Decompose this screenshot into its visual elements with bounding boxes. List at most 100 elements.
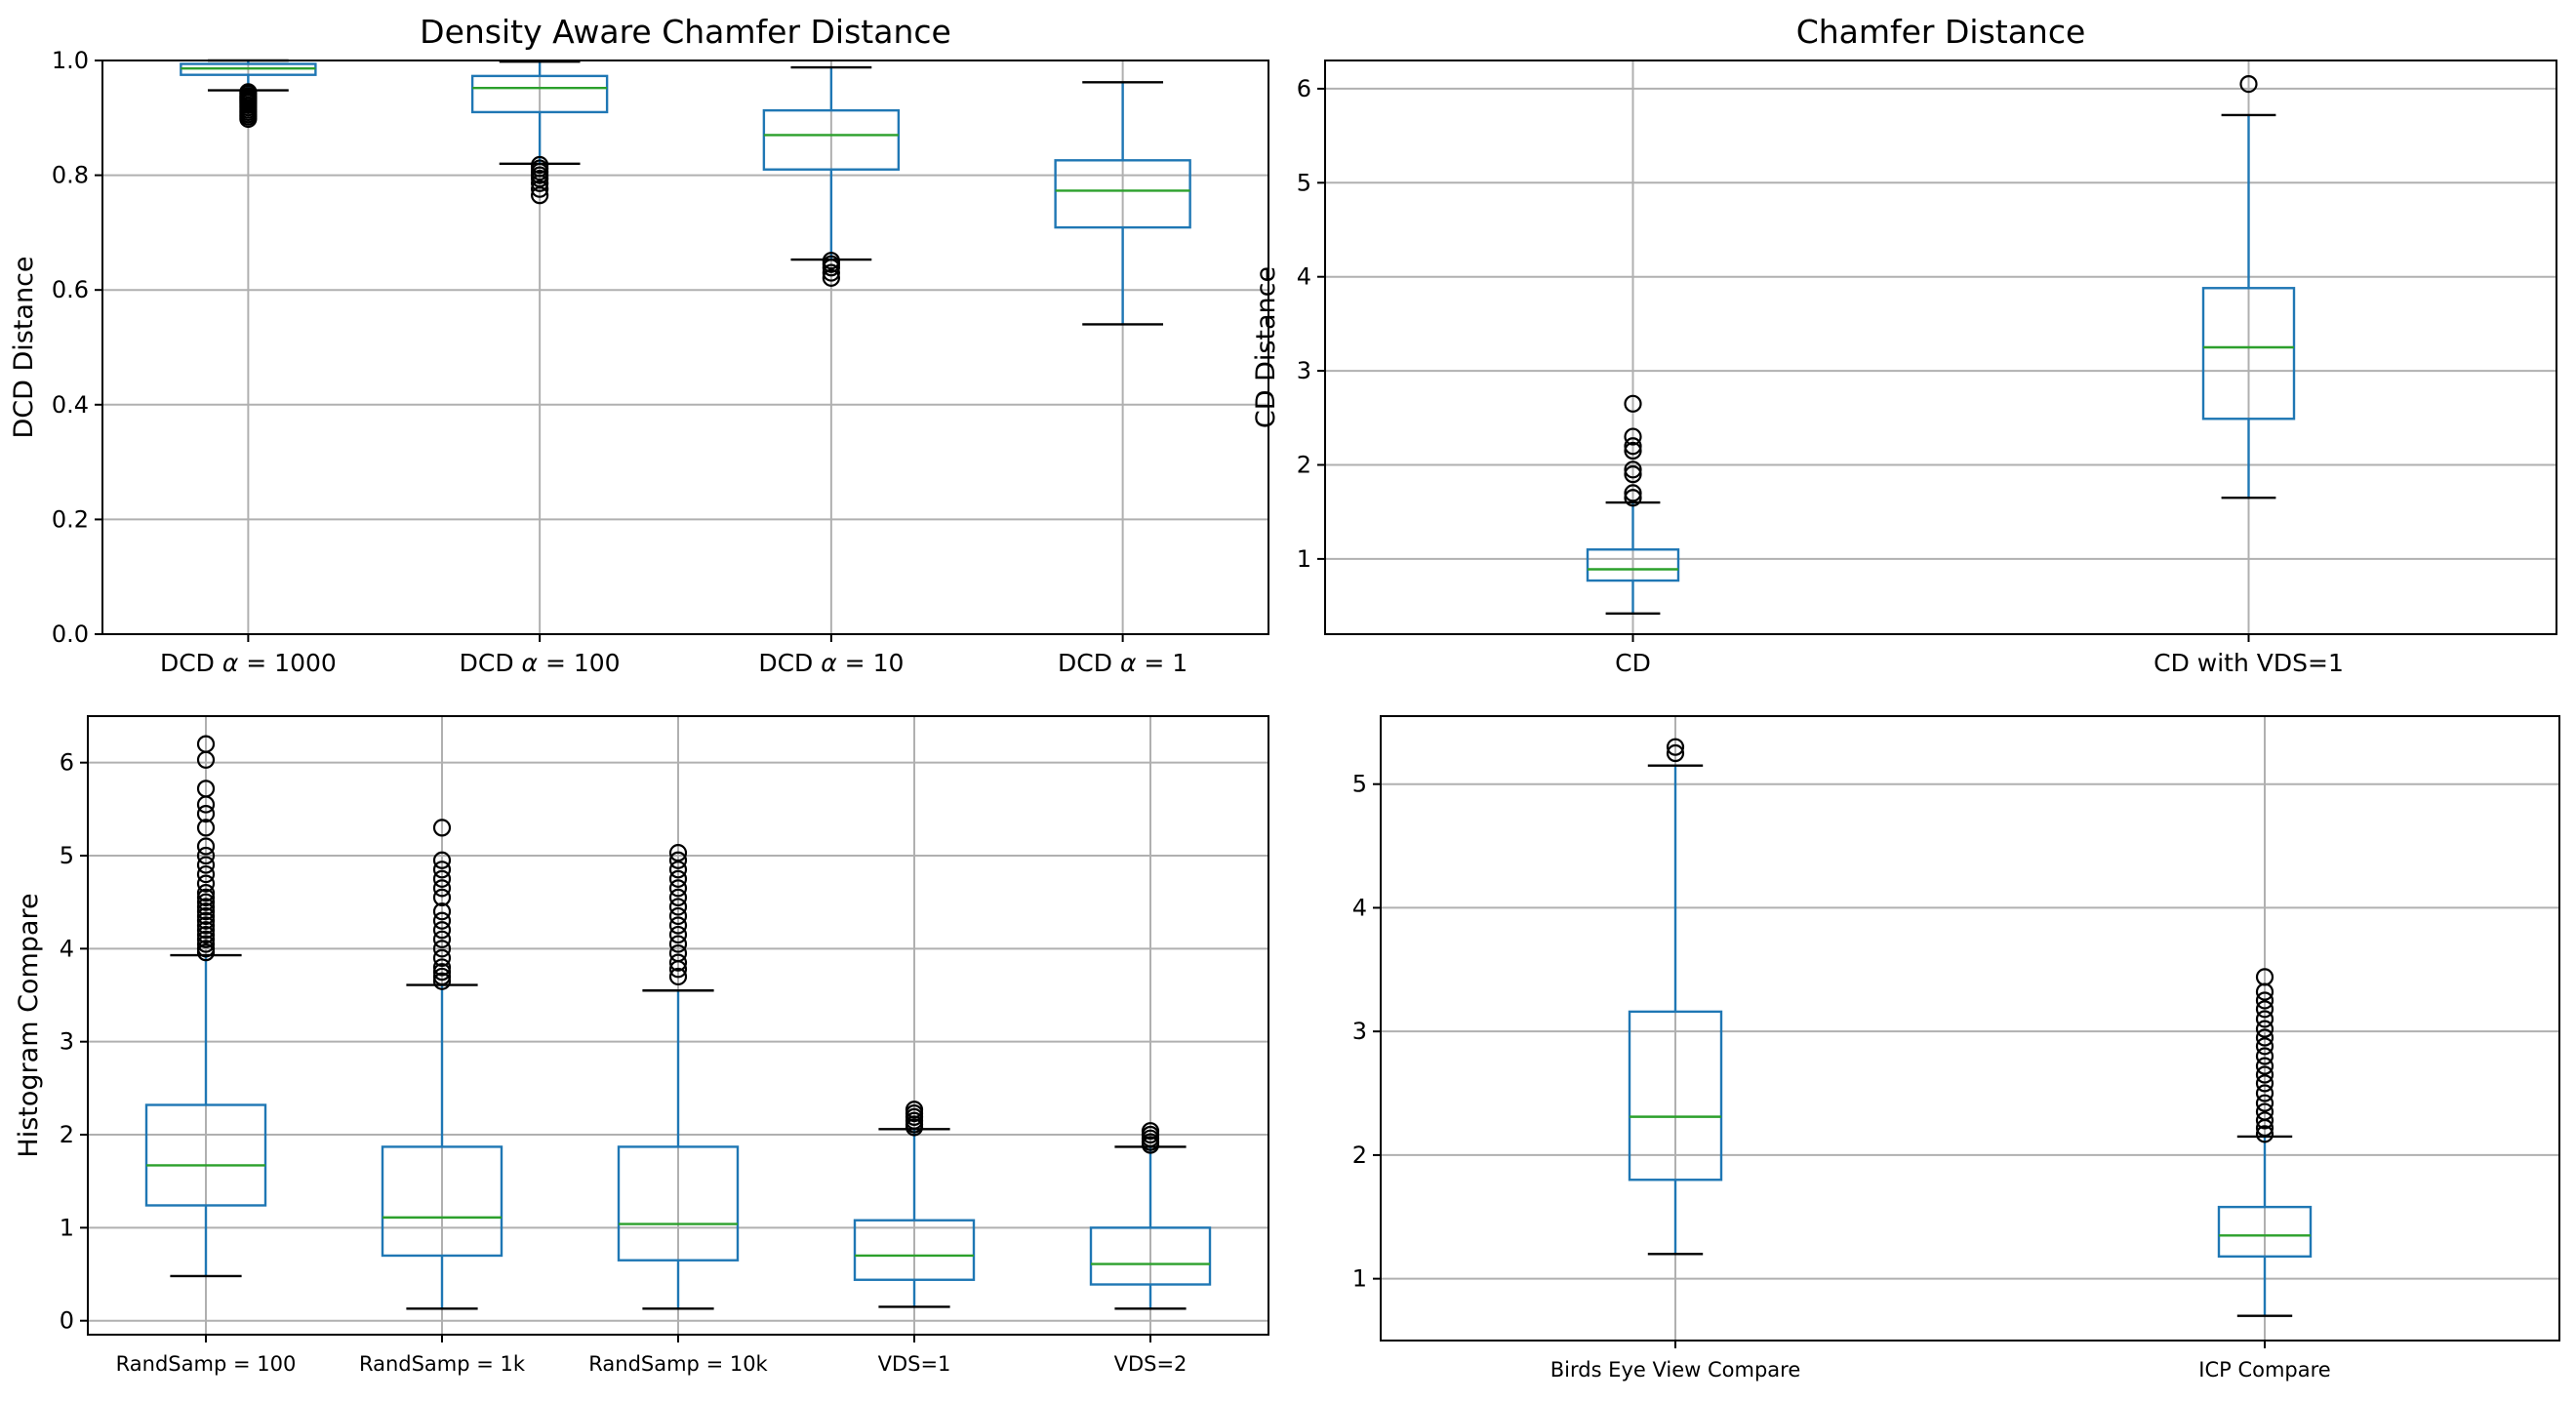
- x-tick-label: DCD α = 1: [1058, 649, 1187, 677]
- outlier-point: [668, 888, 688, 907]
- outlier-point: [668, 898, 688, 916]
- subplot-2: 1 2 3 4 5 6 CD CD with VDS=1 Chamfer Distance CD …: [1251, 13, 2557, 677]
- outlier-point: [196, 921, 216, 940]
- x-label-suffix: = 1: [1136, 649, 1187, 677]
- box-2: [2217, 968, 2313, 1317]
- y-tick-label: 4: [1352, 894, 1367, 921]
- outlier-point: [668, 916, 688, 935]
- iqr-box: [1586, 548, 1680, 582]
- outlier-point: [1624, 465, 1642, 484]
- y-axis-label: DCD Distance: [9, 256, 39, 438]
- subplot-3: 0 1 2 3 4 5 6 RandSamp = 100 RandSamp = 1k RandSa…: [14, 715, 1269, 1376]
- outlier-point: [1624, 427, 1642, 446]
- outlier-point: [196, 735, 216, 753]
- outlier-point: [432, 851, 452, 869]
- y-tick-label: 2: [1352, 1142, 1367, 1169]
- box-2: [2201, 74, 2296, 500]
- outlier-point: [196, 902, 216, 921]
- box-4: [1054, 81, 1191, 326]
- outlier-point: [668, 879, 688, 898]
- y-tick-label: 5: [1297, 169, 1311, 196]
- iqr-box: [1628, 1010, 1723, 1182]
- x-tick-label: RandSamp = 10k: [588, 1352, 768, 1376]
- outlier-point: [1624, 461, 1642, 479]
- iqr-box: [1054, 159, 1191, 229]
- outlier-point: [2255, 1000, 2274, 1019]
- outlier-point: [822, 268, 840, 287]
- box-1: [144, 735, 267, 1278]
- outlier-point: [2255, 1084, 2274, 1102]
- alpha-symbol: α: [1120, 649, 1137, 677]
- y-tick-label: 3: [1352, 1018, 1367, 1045]
- y-tick-label: 2: [1297, 451, 1311, 478]
- outlier-point: [668, 953, 688, 972]
- outlier-point: [196, 888, 216, 907]
- outlier-point: [196, 935, 216, 953]
- box-5: [1089, 1122, 1212, 1310]
- axes-frame: [87, 715, 1269, 1336]
- outlier-point: [196, 911, 216, 930]
- outlier-point: [531, 174, 549, 192]
- iqr-box: [144, 1103, 267, 1207]
- y-tick-label: 6: [60, 749, 74, 777]
- outlier-point: [2255, 991, 2274, 1010]
- iqr-box: [1089, 1226, 1212, 1286]
- iqr-box: [2201, 287, 2296, 421]
- outlier-point: [2255, 968, 2274, 986]
- outlier-point: [432, 967, 452, 986]
- outlier-point: [668, 851, 688, 869]
- outlier-point: [432, 940, 452, 958]
- y-tick-label: 0.6: [52, 276, 89, 303]
- y-axis-label: CD Distance: [1251, 266, 1281, 428]
- chart-title: Density Aware Chamfer Distance: [420, 13, 951, 51]
- outlier-point: [432, 963, 452, 981]
- y-tick-label: 5: [60, 842, 74, 869]
- outlier-point: [196, 805, 216, 823]
- x-tick-label: CD with VDS=1: [2153, 649, 2344, 677]
- outlier-point: [2255, 1111, 2274, 1130]
- outlier-point: [432, 869, 452, 888]
- iqr-box: [381, 1145, 503, 1258]
- outlier-point: [1141, 1122, 1160, 1141]
- subplot-4: 1 2 3 4 5 Birds Eye View Compare ICP Compare: [1352, 715, 2560, 1382]
- box-2: [381, 819, 503, 1310]
- outlier-point: [531, 180, 549, 198]
- y-axis-label: Histogram Compare: [14, 893, 44, 1157]
- x-label-prefix: DCD: [460, 649, 522, 677]
- x-tick-label: VDS=2: [1114, 1352, 1187, 1376]
- box-1: [1586, 394, 1680, 615]
- axes-frame: [1324, 60, 2557, 635]
- iqr-box: [853, 1219, 976, 1281]
- outlier-point: [239, 109, 258, 129]
- outlier-point: [2255, 1102, 2274, 1121]
- outlier-point: [432, 888, 452, 907]
- axes-frame: [1380, 715, 2560, 1342]
- outlier-point: [196, 856, 216, 874]
- outlier-point: [2255, 1010, 2274, 1028]
- y-tick-label: 4: [60, 935, 74, 962]
- outlier-point: [2255, 1125, 2274, 1143]
- x-tick-label: ICP Compare: [2198, 1358, 2330, 1382]
- outlier-point: [196, 837, 216, 856]
- x-label-suffix: = 10: [837, 649, 905, 677]
- outlier-point: [196, 864, 216, 884]
- outlier-point: [1624, 394, 1642, 413]
- y-tick-label: 1: [1352, 1265, 1367, 1293]
- outlier-point: [196, 884, 216, 902]
- outlier-point: [196, 925, 216, 944]
- x-label-prefix: DCD: [160, 649, 222, 677]
- iqr-box: [762, 108, 901, 171]
- outlier-point: [668, 906, 688, 926]
- outlier-point: [196, 893, 216, 911]
- y-tick-label: 0.8: [52, 162, 89, 189]
- box-2: [470, 60, 609, 205]
- y-tick-label: 3: [1297, 357, 1311, 384]
- outlier-point: [668, 935, 688, 953]
- x-tick-label: RandSamp = 100: [116, 1352, 297, 1376]
- outlier-point: [432, 861, 452, 879]
- box-1: [1628, 738, 1723, 1256]
- outlier-point: [2255, 1094, 2274, 1112]
- outlier-point: [668, 944, 688, 963]
- alpha-symbol: α: [821, 649, 837, 677]
